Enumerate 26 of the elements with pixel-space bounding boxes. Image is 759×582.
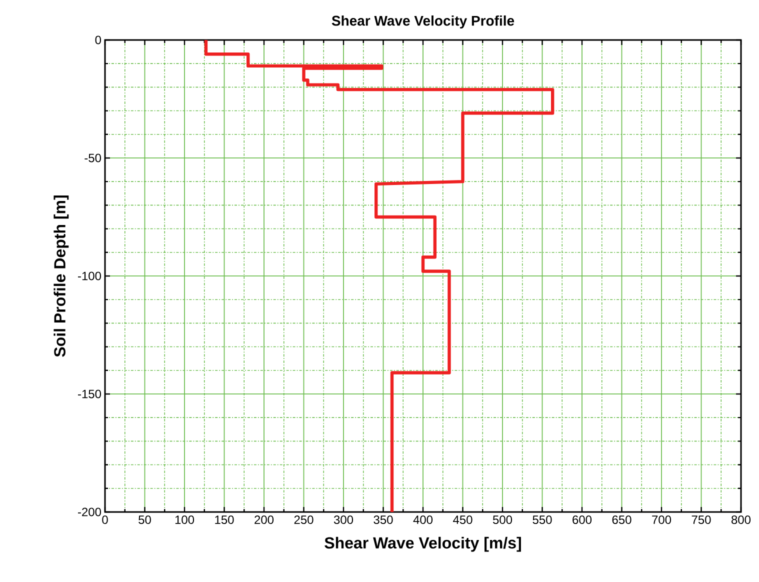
y-tick-label: 0	[95, 36, 102, 44]
x-tick-label: 300	[334, 516, 354, 524]
chart-title: Shear Wave Velocity Profile	[332, 15, 514, 28]
x-tick-label: 200	[254, 516, 274, 524]
y-tick-label: -50	[84, 154, 102, 162]
x-tick-label: 250	[294, 516, 314, 524]
y-tick-label: -200	[78, 508, 102, 516]
x-tick-label: 800	[732, 516, 751, 524]
x-tick-label: 550	[532, 516, 552, 524]
y-tick-label: -100	[78, 272, 102, 280]
x-tick-label: 0	[102, 516, 108, 524]
x-tick-label: 700	[652, 516, 672, 524]
y-tick-label: -150	[78, 390, 102, 398]
x-tick-label: 150	[215, 516, 234, 524]
x-tick-label: 450	[453, 516, 472, 524]
line-series	[204, 38, 554, 514]
x-tick-label: 600	[572, 516, 592, 524]
x-tick-label: 100	[175, 516, 194, 524]
x-tick-label: 750	[692, 516, 711, 524]
x-tick-label: 650	[612, 516, 632, 524]
x-axis-title: Shear Wave Velocity [m/s]	[324, 536, 521, 552]
x-tick-label: 50	[138, 516, 151, 524]
x-tick-label: 400	[413, 516, 433, 524]
y-axis-title: Soil Profile Depth [m]	[54, 196, 69, 357]
x-tick-label: 350	[374, 516, 393, 524]
x-tick-label: 500	[492, 516, 512, 524]
